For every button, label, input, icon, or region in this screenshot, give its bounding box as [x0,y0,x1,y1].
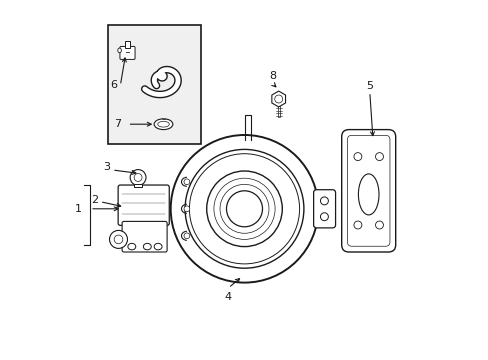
Ellipse shape [118,48,121,53]
Circle shape [183,233,189,239]
Ellipse shape [158,121,169,127]
Circle shape [134,174,142,181]
Text: 8: 8 [268,71,276,81]
FancyBboxPatch shape [118,185,169,225]
Text: 3: 3 [103,162,110,172]
Ellipse shape [127,243,136,250]
Text: 4: 4 [224,292,231,302]
FancyBboxPatch shape [313,190,335,228]
Polygon shape [271,91,285,107]
Circle shape [353,221,361,229]
Text: 7: 7 [114,119,121,129]
Ellipse shape [154,119,172,130]
Circle shape [375,153,383,161]
Bar [124,41,130,48]
Circle shape [109,230,127,248]
Circle shape [320,197,328,205]
Circle shape [375,221,383,229]
Text: 5: 5 [366,81,372,91]
FancyBboxPatch shape [341,130,395,252]
Circle shape [274,95,282,103]
Text: 2: 2 [91,195,99,205]
Circle shape [226,191,262,227]
Circle shape [170,135,318,283]
Circle shape [206,171,282,247]
Circle shape [320,213,328,221]
Text: 6: 6 [110,80,118,90]
Circle shape [114,235,122,244]
Text: 1: 1 [75,204,81,214]
Circle shape [183,179,189,185]
Circle shape [183,206,189,212]
FancyBboxPatch shape [122,221,167,252]
Bar [107,25,201,144]
Circle shape [130,170,146,185]
Ellipse shape [154,243,162,250]
Bar [134,184,142,187]
FancyBboxPatch shape [120,46,135,59]
Circle shape [353,153,361,161]
Ellipse shape [143,243,151,250]
